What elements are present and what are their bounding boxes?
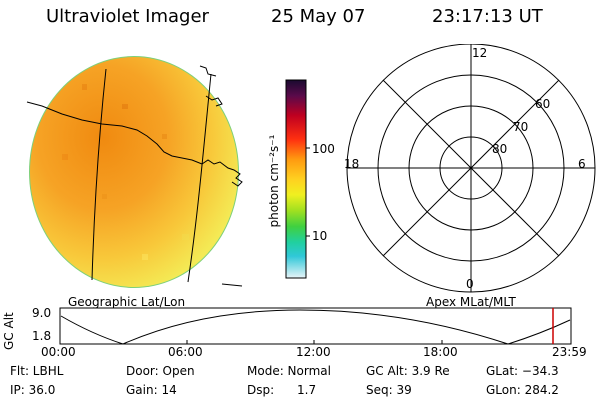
mlat-label-70: 70	[513, 120, 529, 134]
altitude-xtick-2359: 23:59	[552, 345, 587, 359]
colorbar	[285, 79, 310, 279]
mlt-label-0: 0	[466, 277, 474, 291]
mlat-label-80: 80	[492, 142, 508, 156]
altitude-xtick-0000: 00:00	[41, 345, 76, 359]
time-label: 23:17:13 UT	[432, 6, 543, 27]
mlt-label-12: 12	[472, 46, 488, 60]
mode-value: Mode: Normal	[247, 364, 331, 378]
mlt-label-18: 18	[344, 157, 360, 171]
door-value: Door: Open	[126, 364, 195, 378]
instrument-title: Ultraviolet Imager	[46, 6, 209, 27]
colorbar-tick-100: 100	[312, 142, 335, 156]
altitude-xtick-1800: 18:00	[423, 345, 458, 359]
mlat-label-60: 60	[535, 97, 551, 111]
altitude-curve	[60, 309, 571, 345]
colorbar-gradient	[285, 79, 307, 279]
seq-value: Seq: 39	[366, 383, 412, 397]
altitude-ytick-9: 9.0	[32, 306, 52, 320]
meridian-line	[187, 73, 212, 283]
coastline	[221, 283, 243, 287]
mlt-label-6: 6	[578, 157, 586, 171]
meridian-line	[91, 68, 107, 281]
altitude-xtick-0600: 06:00	[168, 345, 203, 359]
colorbar-tick-10: 10	[312, 229, 328, 243]
polar-plot	[346, 44, 596, 293]
glat-value: GLat: −34.3	[486, 364, 559, 378]
coastline	[205, 95, 223, 107]
altitude-plot-frame	[59, 307, 572, 345]
polar-diagonal	[382, 79, 560, 257]
gc-alt-value: GC Alt: 3.9 Re	[366, 364, 450, 378]
apex-label: Apex MLat/MLT	[426, 295, 516, 309]
altitude-ytick-1-8: 1.8	[32, 329, 52, 343]
altitude-xtick-1200: 12:00	[296, 345, 331, 359]
date-label: 25 May 07	[271, 6, 366, 27]
colorbar-unit-label: photon cm⁻²s⁻¹	[267, 134, 281, 228]
coastline	[199, 65, 217, 77]
coastline	[201, 159, 243, 187]
altitude-plot	[59, 307, 572, 345]
filter-value: Flt: LBHL	[10, 364, 64, 378]
gain-value: Gain: 14	[126, 383, 177, 397]
geographic-label: Geographic Lat/Lon	[68, 295, 186, 309]
coastline	[26, 101, 203, 165]
earth-disk	[30, 57, 238, 287]
uv-earth-image	[26, 56, 243, 288]
ip-value: IP: 36.0	[10, 383, 56, 397]
glon-value: GLon: 284.2	[486, 383, 559, 397]
altitude-ylabel: GC Alt	[2, 312, 16, 350]
dsp-value: Dsp: 1.7	[247, 383, 317, 397]
